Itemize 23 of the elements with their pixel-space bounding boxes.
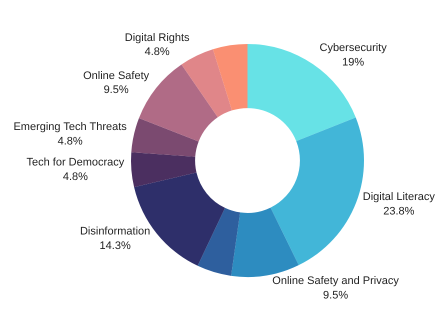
slice-label: Digital Rights xyxy=(124,32,190,44)
data-label: 19% xyxy=(342,56,364,68)
donut-slice xyxy=(131,152,196,188)
donut-slice xyxy=(198,208,240,276)
slice-label: Disinformation xyxy=(80,226,150,238)
slice-label: Online Safety xyxy=(83,70,150,82)
donut-slice xyxy=(231,208,299,277)
donut-slice xyxy=(212,44,248,110)
donut-slice xyxy=(131,118,199,157)
slice-label: Online Safety and Privacy xyxy=(272,275,400,288)
data-label: 9.5% xyxy=(323,290,348,302)
donut-slice xyxy=(181,49,232,118)
data-label: 14.3% xyxy=(100,240,131,252)
data-label: 4.8% xyxy=(58,135,83,148)
slice-label: Digital Literacy xyxy=(362,191,436,204)
donut-slice xyxy=(270,117,364,266)
slice-label: Emerging Tech Threats xyxy=(13,121,128,134)
data-label: 9.5% xyxy=(104,84,129,96)
slice-label: Tech for Democracy xyxy=(26,156,125,169)
data-label: 23.8% xyxy=(383,205,415,218)
data-label: 4.8% xyxy=(144,46,170,58)
slice-label: Cybersecurity xyxy=(320,42,388,54)
data-label: 4.8% xyxy=(62,171,88,184)
